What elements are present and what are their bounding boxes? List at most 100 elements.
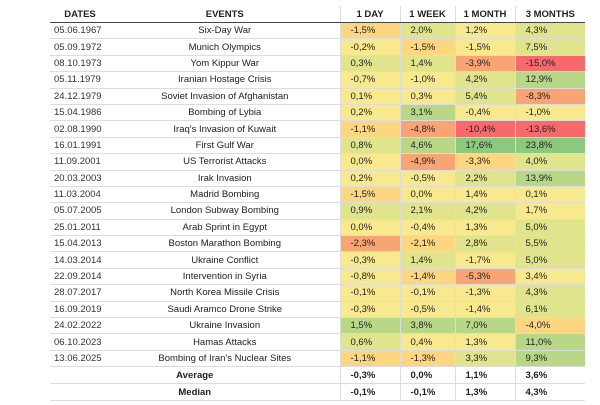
return-cell: -1,3% bbox=[399, 350, 455, 368]
return-cell: 1,2% bbox=[454, 22, 515, 40]
date-cell: 06.10.2023 bbox=[50, 333, 110, 351]
event-cell: Six-Day War bbox=[110, 22, 340, 40]
return-cell: 5,4% bbox=[454, 88, 515, 105]
summary-row: Median -0,1% -0,1% 1,3% 4,3% bbox=[50, 383, 585, 402]
event-cell: Ukraine Conflict bbox=[110, 251, 340, 269]
return-cell: 1,3% bbox=[454, 219, 515, 237]
return-cell: 12,9% bbox=[514, 71, 585, 89]
table-row: 22.09.2014 Intervention in Syria -0,8% -1,4… bbox=[50, 268, 585, 286]
event-cell: Bombing of Iran's Nuclear Sites bbox=[110, 350, 340, 368]
return-cell: -1,0% bbox=[514, 104, 585, 122]
column-header: 1 MONTH bbox=[454, 6, 515, 23]
return-cell: -5,3% bbox=[454, 268, 515, 286]
return-cell: 0,9% bbox=[339, 202, 400, 220]
date-cell: 20.03.2003 bbox=[50, 170, 110, 187]
return-cell: 3,8% bbox=[399, 317, 455, 335]
return-cell: -1,3% bbox=[454, 284, 515, 302]
summary-row: Average -0,3% 0,0% 1,1% 3,6% bbox=[50, 366, 585, 385]
event-cell: London Subway Bombing bbox=[110, 202, 340, 220]
return-cell: -1,5% bbox=[399, 38, 455, 56]
return-cell: 4,3% bbox=[514, 284, 585, 302]
return-cell: 2,8% bbox=[454, 235, 515, 253]
return-cell: 0,0% bbox=[399, 186, 455, 204]
return-cell: 4,3% bbox=[514, 22, 585, 40]
event-cell: Yom Kippur War bbox=[110, 55, 340, 73]
table-row: 05.06.1967 Six-Day War -1,5% 2,0% 1,2% 4,3% bbox=[50, 22, 585, 40]
date-cell: 13.06.2025 bbox=[50, 350, 110, 368]
event-cell: Iraq's Invasion of Kuwait bbox=[110, 120, 340, 138]
return-cell: 3,1% bbox=[399, 104, 455, 122]
return-cell: 23,8% bbox=[514, 137, 585, 155]
return-cell: -0,1% bbox=[399, 284, 455, 302]
return-cell: 13,9% bbox=[514, 170, 585, 187]
date-cell: 05.11.1979 bbox=[50, 71, 110, 89]
return-cell: 9,3% bbox=[514, 350, 585, 368]
date-cell: 11.03.2004 bbox=[50, 186, 110, 204]
date-cell: 11.09.2001 bbox=[50, 153, 110, 171]
return-cell: -4,9% bbox=[399, 153, 455, 171]
return-cell: 1,4% bbox=[454, 186, 515, 204]
return-cell: -4,8% bbox=[399, 120, 455, 138]
table-row: 20.03.2003 Irak Invasion 0,2% -0,5% 2,2% 13,9… bbox=[50, 170, 585, 187]
summary-value: -0,3% bbox=[339, 366, 400, 385]
return-cell: -1,1% bbox=[339, 120, 400, 138]
return-cell: 0,8% bbox=[339, 137, 400, 155]
table-row: 15.04.2013 Boston Marathon Bombing -2,3% -2… bbox=[50, 235, 585, 253]
date-cell: 05.06.1967 bbox=[50, 22, 110, 40]
event-cell: Saudi Aramco Drone Strike bbox=[110, 301, 340, 319]
summary-value: 1,3% bbox=[454, 383, 515, 402]
table-row: 24.12.1979 Soviet Invasion of Afghanistan… bbox=[50, 88, 585, 105]
table-row: 28.07.2017 North Korea Missile Crisis -0,1… bbox=[50, 284, 585, 302]
table-body: 05.06.1967 Six-Day War -1,5% 2,0% 1,2% 4,3% 05… bbox=[50, 22, 585, 402]
return-cell: 0,3% bbox=[399, 88, 455, 105]
return-cell: -0,2% bbox=[339, 38, 400, 56]
column-header: 3 MONTHS bbox=[514, 6, 585, 23]
event-cell: Madrid Bombing bbox=[110, 186, 340, 204]
return-cell: 4,2% bbox=[454, 202, 515, 220]
return-cell: 0,1% bbox=[514, 186, 585, 204]
return-cell: -3,9% bbox=[454, 55, 515, 73]
return-cell: 0,2% bbox=[339, 104, 400, 122]
return-cell: 0,0% bbox=[339, 153, 400, 171]
date-cell: 24.12.1979 bbox=[50, 88, 110, 105]
return-cell: -4,0% bbox=[514, 317, 585, 335]
return-cell: 2,0% bbox=[399, 22, 455, 40]
return-cell: 17,6% bbox=[454, 137, 515, 155]
return-cell: 7,5% bbox=[514, 38, 585, 56]
table-row: 02.08.1990 Iraq's Invasion of Kuwait -1,1%… bbox=[50, 120, 585, 138]
event-cell: Hamas Attacks bbox=[110, 333, 340, 351]
return-cell: 1,7% bbox=[514, 202, 585, 220]
date-cell: 16.09.2019 bbox=[50, 301, 110, 319]
return-cell: 1,3% bbox=[454, 333, 515, 351]
table-row: 06.10.2023 Hamas Attacks 0,6% 0,4% 1,3% 11,0% bbox=[50, 333, 585, 351]
return-cell: -1,4% bbox=[454, 301, 515, 319]
summary-value: -0,1% bbox=[339, 383, 400, 402]
column-header: 1 WEEK bbox=[399, 6, 455, 23]
return-cell: -0,3% bbox=[339, 301, 400, 319]
return-cell: 3,4% bbox=[514, 268, 585, 286]
table-row: 05.09.1972 Munich Olympics -0,2% -1,5% -1,5%… bbox=[50, 38, 585, 56]
date-cell: 15.04.2013 bbox=[50, 235, 110, 253]
return-cell: 7,0% bbox=[454, 317, 515, 335]
return-cell: -0,3% bbox=[339, 251, 400, 269]
date-cell: 08.10.1973 bbox=[50, 55, 110, 73]
return-cell: -0,5% bbox=[399, 170, 455, 187]
return-cell: 4,6% bbox=[399, 137, 455, 155]
return-cell: 6,1% bbox=[514, 301, 585, 319]
summary-value: 3,6% bbox=[514, 366, 585, 385]
table-row: 11.09.2001 US Terrorist Attacks 0,0% -4,9% -… bbox=[50, 153, 585, 171]
summary-value: 0,0% bbox=[399, 366, 455, 385]
event-cell: Ukraine Invasion bbox=[110, 317, 340, 335]
date-cell: 02.08.1990 bbox=[50, 120, 110, 138]
summary-label: Median bbox=[50, 383, 340, 402]
event-cell: Irak Invasion bbox=[110, 170, 340, 187]
return-cell: -0,4% bbox=[454, 104, 515, 122]
return-cell: -1,5% bbox=[454, 38, 515, 56]
event-cell: Soviet Invasion of Afghanistan bbox=[110, 88, 340, 105]
return-cell: 5,0% bbox=[514, 251, 585, 269]
table-row: 14.03.2014 Ukraine Conflict -0,3% 1,4% -1,7%… bbox=[50, 251, 585, 269]
return-cell: -2,1% bbox=[399, 235, 455, 253]
summary-value: 4,3% bbox=[514, 383, 585, 402]
return-cell: 0,0% bbox=[339, 219, 400, 237]
